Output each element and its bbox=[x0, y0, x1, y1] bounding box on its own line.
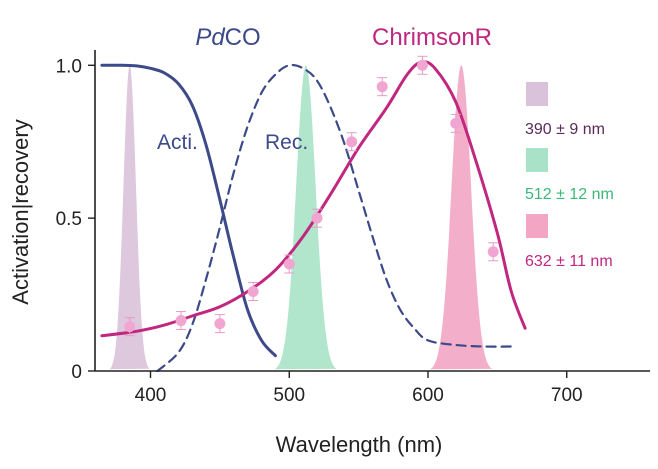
chrimsonr-title: ChrimsonR bbox=[372, 24, 492, 51]
chrimsonr_measured-point-2 bbox=[214, 318, 226, 330]
pdco_recovery-line bbox=[156, 63, 513, 373]
x-tick-label-600: 600 bbox=[412, 385, 444, 406]
chrimsonr_measured-point-6 bbox=[346, 136, 358, 148]
legend-swatch-512 bbox=[526, 148, 548, 172]
chrimsonr_measured-point-3 bbox=[247, 286, 259, 298]
data-points bbox=[124, 55, 499, 337]
legend-label-512: 512 ± 12 nm bbox=[525, 186, 614, 203]
pdco-title-suffix: CO bbox=[225, 24, 261, 51]
chrimsonr_measured-point-8 bbox=[416, 59, 428, 71]
chrimsonr_measured-point-5 bbox=[311, 212, 323, 224]
chrimsonr_activation-line bbox=[100, 60, 527, 338]
chrimsonr_measured-point-4 bbox=[283, 258, 295, 270]
legend-label-390: 390 ± 9 nm bbox=[525, 121, 605, 138]
chrimsonr_measured-point-7 bbox=[376, 81, 388, 93]
x-tick-label-400: 400 bbox=[135, 385, 167, 406]
y-tick-label-1.0: 1.0 bbox=[56, 56, 82, 77]
chrimsonr_measured-point-0 bbox=[124, 321, 136, 333]
x-tick-label-500: 500 bbox=[273, 385, 305, 406]
light-band-1 bbox=[274, 65, 337, 370]
legend-swatch-632 bbox=[526, 214, 548, 238]
light-band-0 bbox=[109, 65, 150, 370]
pdco-title-prefix: Pd bbox=[195, 24, 225, 51]
acti-annotation: Acti. bbox=[157, 131, 198, 154]
y-axis-label: Activation|recovery bbox=[8, 119, 33, 304]
pdco-title: PdCO bbox=[195, 24, 260, 51]
legend-label-632: 632 ± 11 nm bbox=[525, 253, 613, 270]
light-band-2 bbox=[430, 65, 492, 370]
x-axis-label: Wavelength (nm) bbox=[276, 432, 443, 457]
light-source-bands bbox=[109, 65, 492, 370]
rec-annotation: Rec. bbox=[265, 131, 308, 154]
y-tick-label-0.5: 0.5 bbox=[56, 209, 82, 230]
chrimsonr_measured-point-10 bbox=[487, 246, 499, 258]
chrimsonr_measured-point-9 bbox=[450, 117, 462, 129]
y-tick-label-0: 0 bbox=[71, 362, 82, 383]
x-tick-label-700: 700 bbox=[551, 385, 583, 406]
chrimsonr_measured-point-1 bbox=[175, 315, 187, 327]
curves bbox=[100, 60, 527, 373]
legend-swatch-390 bbox=[526, 82, 548, 106]
pdco_activation-line bbox=[100, 63, 277, 358]
legend: 390 ± 9 nm 512 ± 12 nm 632 ± 11 nm bbox=[525, 82, 614, 270]
axis-ticks: 400 500 600 700 0 0.5 1.0 bbox=[56, 56, 583, 406]
